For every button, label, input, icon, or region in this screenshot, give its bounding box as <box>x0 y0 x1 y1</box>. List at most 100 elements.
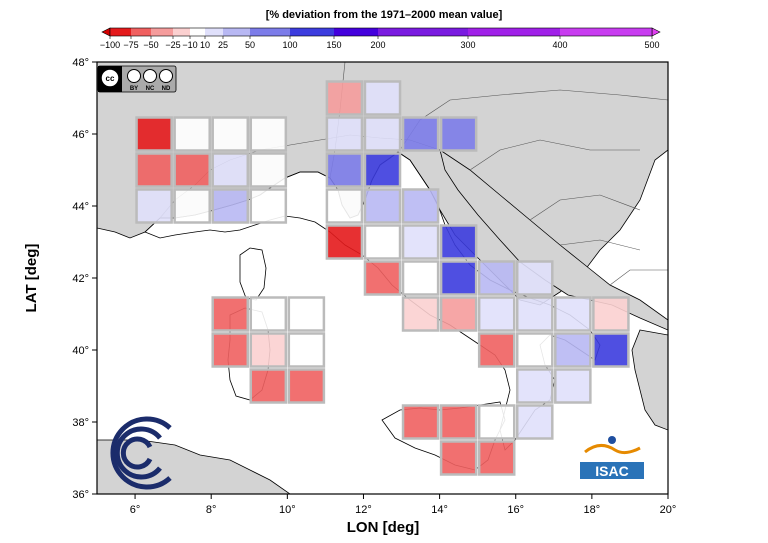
grid-cell <box>592 332 630 368</box>
grid-cell <box>554 368 592 404</box>
colorbar-segment <box>468 28 560 36</box>
grid-cell <box>363 260 402 296</box>
colorbar-tick-label: 150 <box>326 40 341 50</box>
nd-icon <box>159 69 173 83</box>
grid-cell <box>249 188 288 224</box>
grid-cell <box>249 116 288 152</box>
y-tick-label: 46° <box>72 129 89 141</box>
grid-cell <box>325 224 364 260</box>
x-tick-label: 10° <box>279 504 296 516</box>
grid-cell <box>515 404 554 440</box>
grid-cell <box>477 440 516 476</box>
grid-cell <box>363 80 402 116</box>
colorbar-tick-label: 500 <box>644 40 659 50</box>
colorbar-segment <box>250 28 290 36</box>
colorbar-low-arrow <box>101 27 111 37</box>
colorbar-segment <box>560 28 652 36</box>
grid-cell <box>477 404 516 440</box>
grid-cell <box>401 260 440 296</box>
cc-icon <box>100 68 120 88</box>
grid-cell <box>325 116 364 152</box>
svg-text:cc: cc <box>106 74 115 83</box>
grid-cell <box>249 152 288 188</box>
grid-cell <box>211 296 250 332</box>
colorbar-tick-label: 400 <box>552 40 567 50</box>
colorbar-segment <box>223 28 250 36</box>
grid-cell <box>592 296 630 332</box>
grid-cell <box>363 224 402 260</box>
grid-cell <box>249 368 288 404</box>
isac-logo-bar <box>580 462 644 479</box>
colorbar-tick-label: 200 <box>370 40 385 50</box>
colorbar-segment <box>151 28 173 36</box>
colorbar-tick-label: −25 <box>165 40 180 50</box>
grid-cell <box>363 116 402 152</box>
axes: 6° 8° 10° 12° 14° 16° 18° 20° 36° 38° 40° 42° 44° 46°… <box>72 57 676 516</box>
colorbar-segment <box>173 28 190 36</box>
colorbar-tick-label: 100 <box>282 40 297 50</box>
grid-cell <box>439 260 478 296</box>
colorbar-title: [% deviation from the 1971–2000 mean val… <box>266 9 503 21</box>
grid-cell <box>249 332 288 368</box>
colorbar-segment <box>205 28 223 36</box>
colorbar-segment <box>190 28 205 36</box>
grid-cell <box>439 440 478 476</box>
grid-cell <box>554 332 592 368</box>
cnr-logo <box>110 416 172 490</box>
colorbar: −100 −75 −50 −25 −10 10 25 50 100 150 200 300 400 500 <box>100 27 661 50</box>
grid-cell <box>477 260 516 296</box>
grid-cell <box>211 188 250 224</box>
corsica <box>239 247 267 301</box>
isac-logo-wave <box>584 444 641 455</box>
by-icon <box>127 69 141 83</box>
cnr-logo-arc-outer <box>110 416 172 490</box>
colorbar-segment <box>131 28 151 36</box>
grid-cell <box>249 296 288 332</box>
grid-cell <box>515 296 554 332</box>
grid-cell <box>325 188 364 224</box>
grid-cells <box>135 80 630 476</box>
grid-cell <box>287 296 326 332</box>
grid-cell <box>401 116 440 152</box>
x-tick-label: 16° <box>507 504 524 516</box>
grid-cell <box>325 80 364 116</box>
grid-cell <box>325 152 364 188</box>
colorbar-high-arrow <box>651 27 661 37</box>
colorbar-tick-label: 50 <box>245 40 255 50</box>
isac-logo-text: ISAC <box>595 463 628 479</box>
cc-license-badge: cc BY NC ND <box>97 65 177 93</box>
grid-cell <box>439 296 478 332</box>
grid-cell <box>477 332 516 368</box>
colorbar-tick-label: −75 <box>123 40 138 50</box>
y-axis-title: LAT [deg] <box>23 244 40 313</box>
nc-label: NC <box>146 86 155 92</box>
grid-cell <box>439 224 478 260</box>
grid-cell <box>439 404 478 440</box>
land-greece <box>631 329 668 431</box>
grid-cell <box>363 152 402 188</box>
y-tick-label: 42° <box>72 273 89 285</box>
colorbar-segment <box>334 28 378 36</box>
grid-cell <box>515 260 554 296</box>
y-tick-label: 44° <box>72 201 89 213</box>
grid-cell <box>287 332 326 368</box>
grid-cell <box>173 116 211 152</box>
grid-cell <box>363 188 402 224</box>
grid-cell <box>477 296 516 332</box>
by-label: BY <box>130 86 138 92</box>
grid-cell <box>554 296 592 332</box>
x-tick-label: 18° <box>584 504 601 516</box>
grid-cell <box>401 404 440 440</box>
y-tick-label: 38° <box>72 417 89 429</box>
colorbar-segment <box>378 28 468 36</box>
grid-cell <box>401 296 440 332</box>
colorbar-tick-label: −50 <box>143 40 158 50</box>
colorbar-tick-label: 300 <box>460 40 475 50</box>
grid-cell <box>135 116 173 152</box>
grid-cell <box>211 116 250 152</box>
grid-cell <box>173 188 211 224</box>
colorbar-segment <box>290 28 334 36</box>
cnr-logo-arc-inner <box>120 436 153 470</box>
colorbar-segment <box>110 28 131 36</box>
